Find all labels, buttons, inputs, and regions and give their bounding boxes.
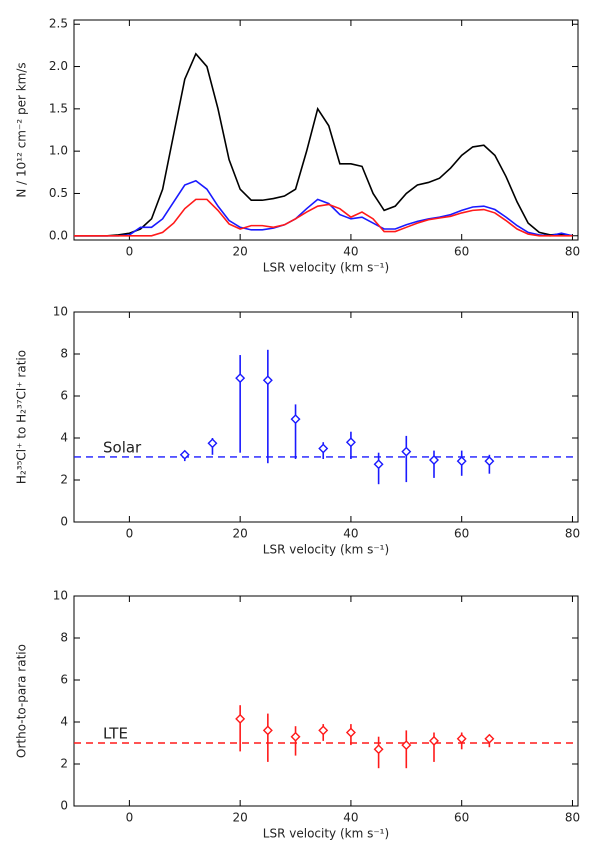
x-tick-label: 0	[126, 527, 134, 541]
series-line	[74, 179, 573, 237]
y-tick-label: 2.5	[49, 17, 68, 31]
x-tick-label: 40	[343, 527, 358, 541]
y-tick-label: 0	[60, 515, 68, 529]
plot-frame	[73, 19, 579, 241]
data-point	[456, 456, 467, 467]
x-tick-label: 0	[126, 811, 134, 825]
x-tick-label: 20	[233, 527, 248, 541]
panel: 0.0 0.5 1.0 1.5 2.0 2.5 0 20 40 60 80 LSR velocity …	[15, 17, 581, 275]
data-point	[207, 438, 218, 449]
y-axis-label: Ortho-to-para ratio	[15, 644, 29, 758]
x-axis-label: LSR velocity (km s⁻¹)	[263, 827, 389, 841]
panel: 0 2 4 6 8 10 0 20 40 60 80 LSR velocity (km s⁻¹) Ort…	[15, 589, 581, 841]
x-tick-label: 20	[233, 811, 248, 825]
y-tick-label: 1.5	[49, 101, 68, 115]
y-axis-label: N / 10¹² cm⁻² per km/s	[15, 62, 29, 197]
y-axis-label: H₂³⁵Cl⁺ to H₂³⁷Cl⁺ ratio	[15, 350, 29, 484]
x-tick-label: 40	[343, 811, 358, 825]
data-point	[290, 414, 301, 425]
x-tick-label: 0	[126, 245, 134, 259]
y-tick-label: 2	[60, 757, 68, 771]
y-tick-label: 4	[60, 431, 68, 445]
x-tick-label: 20	[233, 245, 248, 259]
data-point	[235, 373, 246, 384]
data-point	[456, 733, 467, 744]
panel: 0 2 4 6 8 10 0 20 40 60 80 LSR velocity (km s⁻¹) H₂³…	[15, 305, 581, 557]
data-point	[345, 437, 356, 448]
series-line	[74, 52, 573, 237]
data-point	[429, 735, 439, 746]
x-tick-label: 80	[565, 245, 580, 259]
data-point	[235, 713, 246, 724]
data-point	[429, 455, 439, 466]
y-tick-label: 8	[60, 631, 68, 645]
y-tick-label: 8	[60, 347, 68, 361]
plot-frame	[73, 311, 579, 523]
data-point	[179, 449, 190, 460]
y-tick-label: 6	[60, 673, 68, 687]
y-tick-label: 0	[60, 799, 68, 813]
x-tick-label: 60	[454, 811, 469, 825]
y-tick-label: 10	[53, 589, 68, 603]
y-tick-label: 6	[60, 389, 68, 403]
series-line	[74, 198, 573, 237]
data-point	[262, 725, 273, 736]
x-tick-label: 60	[454, 527, 469, 541]
data-point	[318, 725, 329, 736]
data-point	[484, 733, 495, 744]
plot-frame	[73, 595, 579, 807]
data-point	[262, 375, 273, 386]
x-axis-label: LSR velocity (km s⁻¹)	[263, 543, 389, 557]
x-axis-label: LSR velocity (km s⁻¹)	[263, 261, 389, 275]
data-point	[401, 446, 412, 457]
y-tick-label: 10	[53, 305, 68, 319]
x-tick-label: 40	[343, 245, 358, 259]
data-point	[345, 727, 356, 738]
y-tick-label: 0.0	[49, 228, 68, 242]
reference-label: LTE	[103, 725, 128, 743]
y-tick-label: 2	[60, 473, 68, 487]
data-point	[401, 740, 412, 751]
data-point	[290, 731, 301, 742]
data-point	[318, 443, 329, 454]
x-tick-label: 60	[454, 245, 469, 259]
data-point	[373, 459, 384, 470]
data-point	[484, 456, 495, 467]
y-tick-label: 0.5	[49, 186, 68, 200]
x-tick-label: 80	[565, 527, 580, 541]
data-point	[373, 744, 384, 755]
x-tick-label: 80	[565, 811, 580, 825]
y-tick-label: 2.0	[49, 59, 68, 73]
reference-label: Solar	[103, 438, 142, 456]
y-tick-label: 1.0	[49, 144, 68, 158]
y-tick-label: 4	[60, 715, 68, 729]
